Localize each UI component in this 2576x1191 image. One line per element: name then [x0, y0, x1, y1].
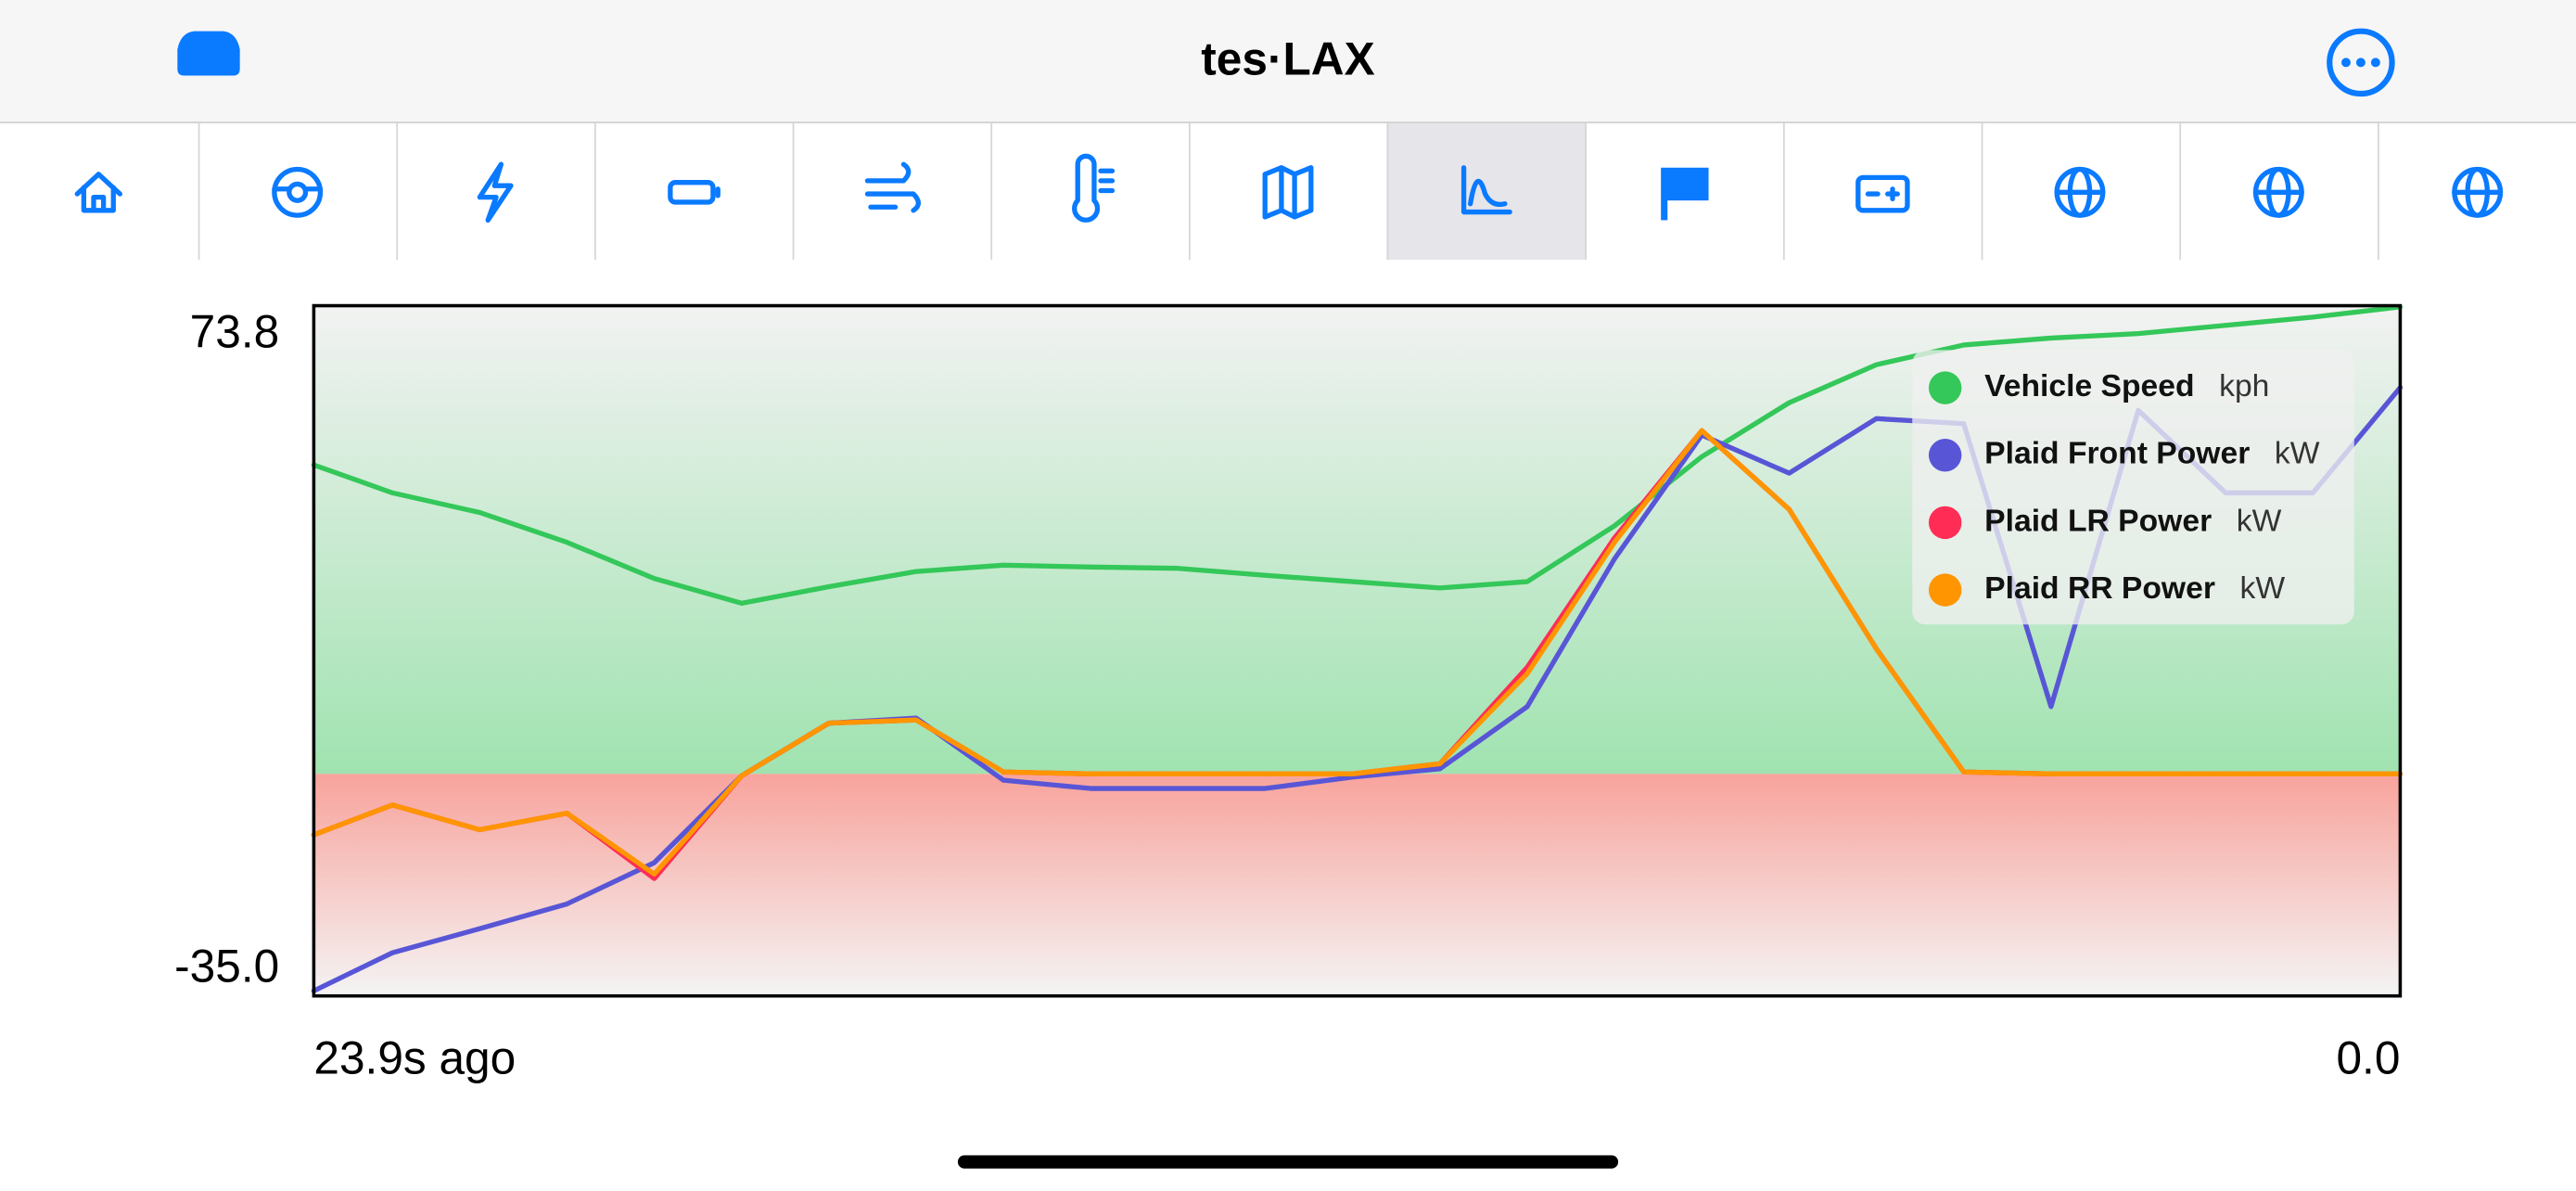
tab-power[interactable] — [477, 161, 514, 224]
tab-globe-1[interactable] — [2054, 166, 2106, 218]
x-tick-label: 0.0 — [2336, 1032, 2400, 1084]
negative-zone — [313, 774, 2401, 996]
tab-battery[interactable] — [668, 180, 721, 205]
nav-title: tes·LAX — [1201, 32, 1374, 84]
tab-accessory-battery[interactable] — [1855, 174, 1910, 213]
y-tick-label: -35.0 — [174, 940, 279, 992]
car-button[interactable] — [177, 31, 240, 76]
legend-unit: kW — [2240, 571, 2286, 606]
x-tick-label: 23.9s ago — [313, 1032, 516, 1084]
tab-temperature[interactable] — [1072, 153, 1116, 223]
series-line — [311, 304, 2404, 606]
series-line — [311, 428, 2404, 877]
tab-globe-3[interactable] — [2452, 166, 2504, 218]
y-tick-label: 73.8 — [190, 306, 280, 358]
legend-swatch — [1928, 573, 1962, 607]
legend-unit: kph — [2219, 369, 2269, 403]
series-line — [311, 385, 2404, 993]
tab-graph[interactable] — [1460, 165, 1512, 215]
tab-race[interactable] — [1661, 167, 1709, 221]
legend-label: Vehicle Speed — [1984, 369, 2194, 403]
more-button[interactable] — [2327, 28, 2395, 97]
legend-box — [1912, 350, 2354, 625]
legend-label: Plaid Front Power — [1984, 437, 2250, 471]
tab-wheel[interactable] — [272, 166, 324, 218]
nav-bar — [0, 0, 2576, 123]
legend-swatch — [1928, 506, 1962, 540]
legend-swatch — [1928, 439, 1962, 472]
legend-swatch — [1928, 371, 1962, 404]
tab-home[interactable] — [74, 172, 122, 213]
legend-label: Plaid LR Power — [1984, 504, 2212, 538]
chart: 73.8 -35.0 23.9s ago 0.0 Vehicle Speed kph Pla… — [174, 303, 2404, 1084]
plot-frame — [312, 303, 2403, 998]
legend-label: Plaid RR Power — [1984, 571, 2215, 606]
legend-unit: kW — [2237, 504, 2282, 538]
tab-map[interactable] — [1262, 165, 1314, 220]
legend-unit: kW — [2275, 437, 2320, 471]
tab-bar — [74, 122, 2504, 260]
tab-airflow[interactable] — [864, 161, 922, 213]
home-indicator — [957, 1155, 1619, 1169]
tab-globe-2[interactable] — [2252, 166, 2304, 218]
